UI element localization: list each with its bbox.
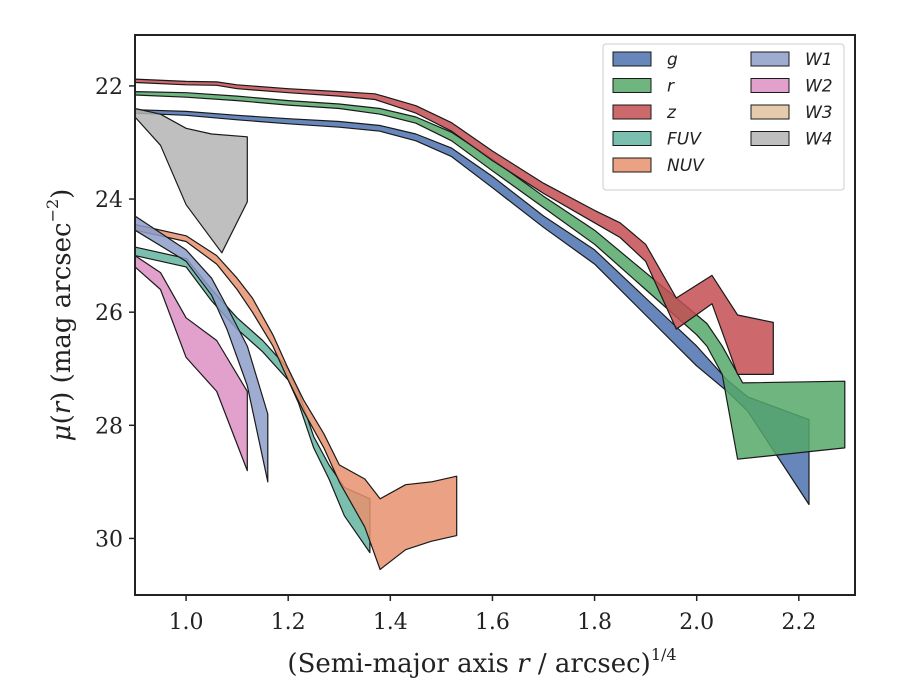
legend-swatch-fuv [612, 131, 652, 146]
legend-label-nuv: NUV [667, 156, 705, 176]
legend-label-w2: W2 [805, 77, 833, 97]
legend-swatch-r [612, 78, 652, 93]
legend-label-g: g [667, 50, 678, 70]
legend-label-fuv: FUV [667, 130, 702, 150]
x-tick-label: 1.4 [373, 610, 408, 635]
y-tick-label: 30 [95, 527, 123, 552]
y-axis-label: μ(r) (mag arcsec−2) [43, 189, 77, 442]
legend-swatch-w4 [750, 131, 790, 146]
legend-swatch-g [612, 51, 652, 67]
series-band-w2 [134, 255, 248, 472]
x-axis-label: (Semi-major axis r / arcsec)1/4 [287, 645, 676, 679]
y-tick-label: 26 [95, 301, 123, 326]
legend-swatch-z [612, 104, 652, 120]
plot-frame [134, 34, 856, 596]
series-band-w1 [134, 215, 269, 483]
series-band-nuv [134, 223, 458, 571]
legend-swatch-w1 [750, 51, 790, 67]
legend-swatch-nuv [612, 157, 652, 173]
legend-label-z: z [666, 103, 677, 123]
legend-label-w1: W1 [805, 50, 833, 70]
y-tick-label: 24 [95, 188, 123, 213]
series-band-g [134, 109, 810, 506]
legend-swatch-w2 [750, 78, 790, 93]
series-band-r [134, 90, 846, 460]
legend-label-w4: W4 [805, 130, 833, 150]
series-band-z [134, 78, 774, 375]
x-tick-label: 2.0 [679, 610, 714, 635]
plot-areas [134, 78, 846, 571]
x-tick-label: 1.2 [271, 610, 306, 635]
legend-label-r: r [667, 77, 675, 97]
x-tick-label: 1.8 [577, 610, 612, 635]
legend-label-w3: W3 [805, 103, 833, 123]
series-band-w4 [134, 107, 248, 254]
y-tick-label: 22 [95, 75, 123, 100]
legend: grz FUV NUV W1 W2 W3 W4 [602, 43, 845, 191]
x-tick-label: 1.6 [475, 610, 510, 635]
legend-swatch-w3 [750, 104, 790, 120]
x-tick-label: 2.2 [781, 610, 816, 635]
x-axis: 1.0 1.2 1.4 1.6 1.8 2.0 2.2 [169, 595, 816, 635]
y-axis: 22 24 26 28 30 [95, 75, 135, 552]
y-tick-label: 28 [95, 414, 123, 439]
x-tick-label: 1.0 [169, 610, 204, 635]
